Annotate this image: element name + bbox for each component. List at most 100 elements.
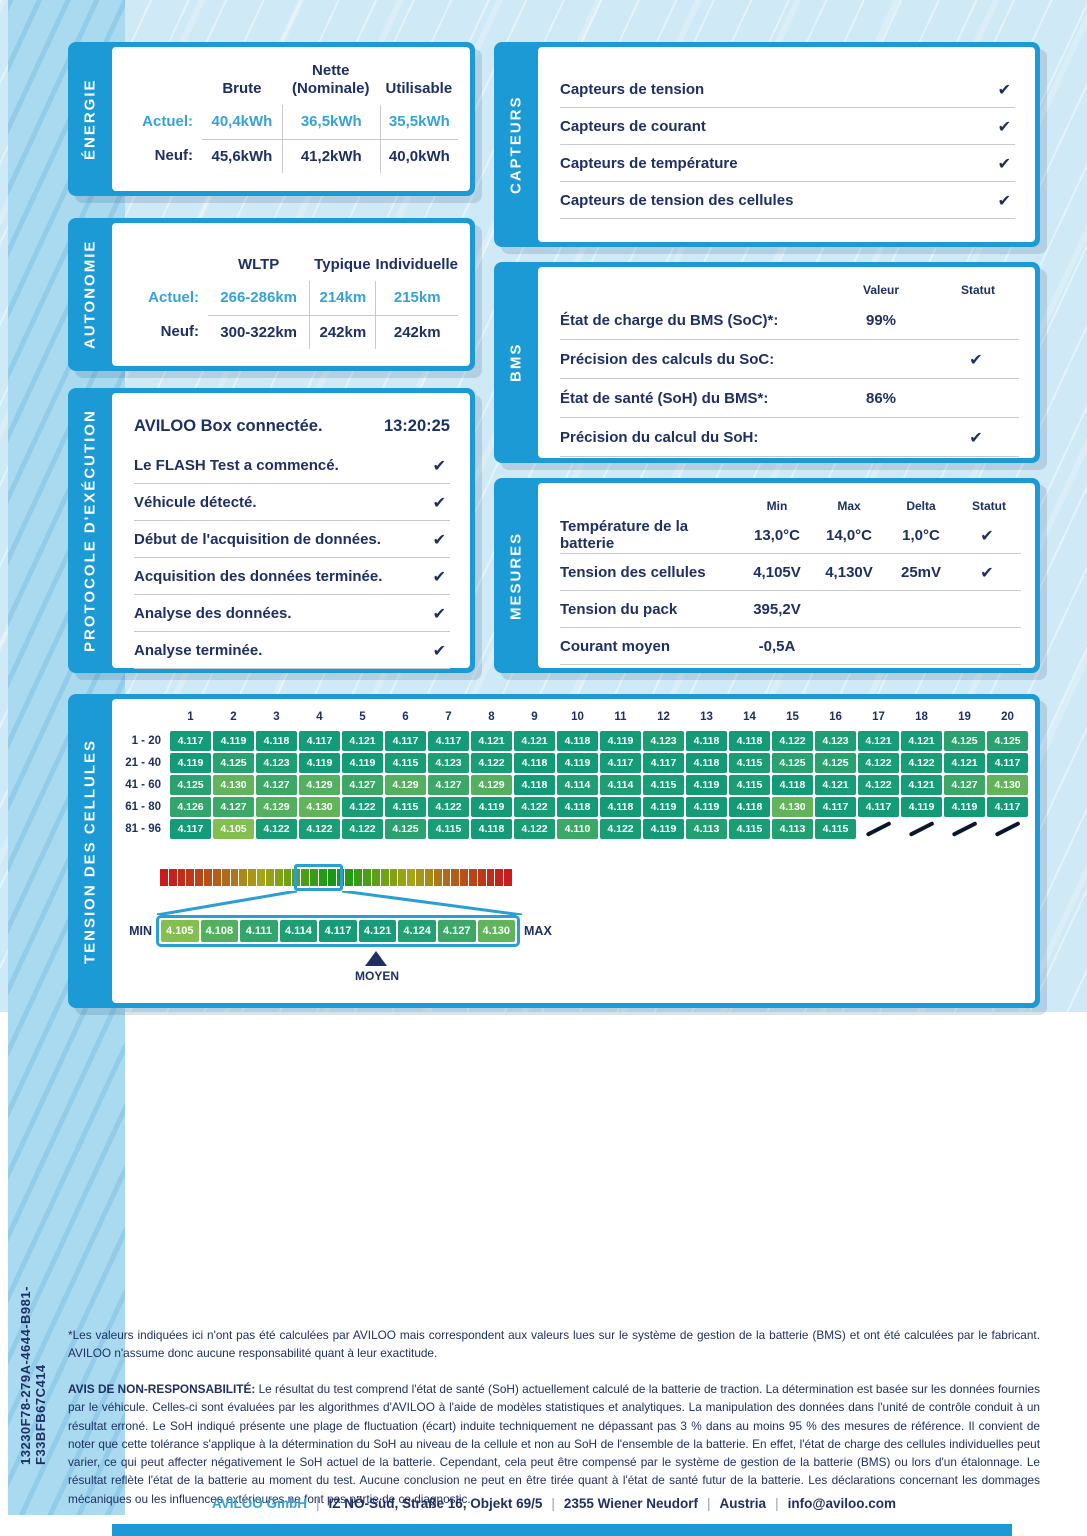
check-icon: ✔ (432, 640, 446, 660)
cell-voltage-value: 4.130 (299, 797, 340, 817)
check-icon: ✔ (980, 562, 994, 582)
disclaimer-paragraph: AVIS DE NON-RESPONSABILITÉ: Le résultat … (68, 1380, 1040, 1508)
gradient-segment (486, 869, 495, 886)
check-icon: ✔ (969, 427, 983, 447)
cell-voltage-value: 4.113 (772, 819, 813, 839)
cell-voltage-value: 4.118 (471, 819, 512, 839)
measurements-status-header: Statut (972, 499, 1006, 513)
gradient-segment (416, 869, 424, 886)
cell-voltage-value: 4.121 (901, 731, 942, 751)
report-id-code: 13230F78-279A-4644-B981-F33BFB67C414 (18, 1286, 48, 1465)
cell-row-label: 61 - 80 (125, 801, 161, 813)
cell-voltage-value: 4.119 (944, 797, 985, 817)
gradient-segment (460, 869, 468, 886)
measurements-table: Min Max Delta Statut Température de la b… (538, 483, 1035, 665)
cell-voltage-value: 4.117 (170, 819, 211, 839)
mean-label: MOYEN (354, 969, 399, 983)
measurement-label: Tension du pack (560, 600, 678, 618)
footer-separator: | (775, 1496, 779, 1511)
cell-voltage-value: 4.118 (557, 797, 598, 817)
cell-voltage-value: 4.122 (256, 819, 297, 839)
energy-column-header: Brute (222, 80, 262, 98)
measurement-label: Température de la batterie (560, 518, 689, 552)
cell-voltage-value: 4.119 (901, 797, 942, 817)
range-column-header: WLTP (237, 256, 280, 274)
bms-row-value: 99% (865, 311, 897, 329)
cell-voltage-value: 4.121 (858, 731, 899, 751)
bms-row: État de santé (SoH) du BMS*: 86% (560, 379, 1019, 418)
cell-voltage-value: 4.129 (256, 797, 297, 817)
check-icon: ✔ (432, 455, 446, 475)
cell-voltage-value: 4.119 (643, 797, 684, 817)
voltage-gradient-bar (160, 869, 513, 886)
gradient-segment (451, 869, 460, 886)
gradient-segment (433, 869, 442, 886)
gradient-segment (239, 869, 248, 886)
cell-voltage-value: 4.105 (213, 819, 254, 839)
gradient-segment (389, 869, 398, 886)
cell-voltage-value: 4.115 (643, 775, 684, 795)
cell-voltage-value: 4.118 (686, 731, 727, 751)
protocol-header-row: AVILOO Box connectée. 13:20:25 (134, 405, 450, 447)
cell-column-number: 10 (571, 711, 584, 723)
cell-voltage-value: 4.118 (772, 775, 813, 795)
gradient-segment (310, 869, 318, 886)
cell-voltage-content: 1 2 3 4 5 6 7 8 9 10 11 12 13 14 15 16 17 18 19 20 1 - 20 4.… (112, 699, 1035, 1003)
gradient-segment (301, 869, 310, 886)
cell-voltage-value: 4.119 (557, 753, 598, 773)
gradient-segment (477, 869, 486, 886)
cell-voltage-value: 4.121 (901, 775, 942, 795)
cell-voltage-value: 4.118 (686, 753, 727, 773)
energy-column-header: Utilisable (385, 80, 453, 98)
cell-voltage-value: 4.121 (471, 731, 512, 751)
cell-column-number: 2 (230, 711, 237, 723)
check-icon: ✔ (980, 525, 994, 545)
gradient-segment (195, 869, 204, 886)
cell-voltage-value: 4.125 (815, 753, 856, 773)
cell-voltage-value: 4.119 (686, 797, 727, 817)
gradient-segment (468, 869, 477, 886)
cell-voltage-value: 4.122 (428, 797, 469, 817)
check-icon: ✔ (997, 79, 1011, 99)
cell-column-number: 19 (958, 711, 971, 723)
sensors-panel-body: Capteurs de tension ✔ Capteurs de courant ✔… (538, 47, 1035, 242)
energy-panel-title: ÉNERGIE (81, 78, 99, 160)
slash-line (865, 821, 892, 837)
cell-voltage-value: 4.119 (686, 775, 727, 795)
protocol-step-row: Acquisition des données terminée. ✔ (134, 558, 450, 595)
energy-value: 40,4kWh (211, 113, 273, 130)
range-panel-body: WLTP Typique Individuelle Actuel: 266-286km 2… (112, 223, 470, 366)
range-column-header: Typique (314, 256, 371, 274)
gradient-segment (318, 869, 327, 886)
protocol-step-label: Le FLASH Test a commencé. (134, 456, 339, 474)
energy-value: 41,2kWh (281, 139, 380, 173)
measurement-row: Tension des cellules 4,105V 4,130V 25mV ✔ (560, 554, 1021, 591)
cell-column-headers: 1 2 3 4 5 6 7 8 9 10 11 12 13 14 15 16 17 18 19 20 (120, 711, 1028, 723)
cell-voltage-value: 4.127 (428, 775, 469, 795)
cell-voltage-value: 4.126 (170, 797, 211, 817)
cell-voltage-value: 4.121 (944, 753, 985, 773)
measurements-max-header: Max (837, 499, 861, 513)
legend-voltage-value: 4.121 (358, 920, 397, 942)
cell-voltage-value: 4.121 (514, 731, 555, 751)
cell-column-number: 4 (316, 711, 323, 723)
footer-separator: | (707, 1496, 711, 1511)
cell-voltage-value: 4.122 (858, 775, 899, 795)
measurement-row: Courant moyen -0,5A (560, 628, 1021, 665)
cell-voltage-value: 4.127 (342, 775, 383, 795)
measurement-min-value: -0,5A (758, 637, 796, 655)
cell-column-number: 7 (445, 711, 452, 723)
bms-row-label: Précision du calcul du SoH: (560, 428, 759, 446)
protocol-step-label: Acquisition des données terminée. (134, 567, 383, 585)
cell-voltage-value: 4.117 (428, 731, 469, 751)
sensors-panel-title: CAPTEURS (507, 95, 525, 194)
check-icon: ✔ (432, 566, 446, 586)
sensor-row: Capteurs de température ✔ (560, 145, 1015, 182)
bms-status-header: Statut (961, 283, 995, 297)
measurement-min-value: 395,2V (753, 600, 801, 618)
measurement-row: Tension du pack 395,2V (560, 591, 1021, 628)
protocol-step-label: Analyse des données. (134, 604, 292, 622)
cell-voltage-value: 4.118 (600, 797, 641, 817)
bms-row: Précision des calculs du SoC: ✔ (560, 340, 1019, 379)
sensor-label: Capteurs de température (560, 154, 738, 172)
